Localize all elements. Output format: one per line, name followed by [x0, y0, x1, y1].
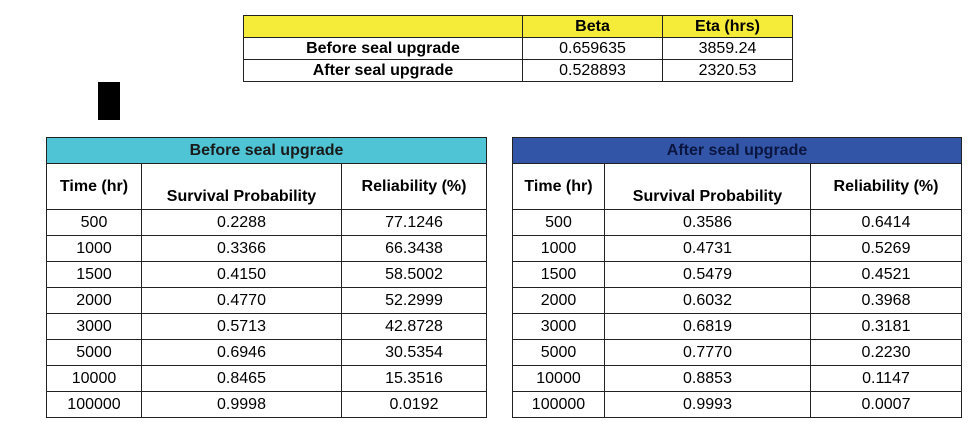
survival-probability-cell: 0.5479 — [604, 261, 811, 288]
reliability-header: Reliability (%) — [341, 163, 487, 210]
after-table-title: After seal upgrade — [511, 137, 963, 164]
reliability-cell: 52.2999 — [341, 287, 487, 314]
table-row: 2000 0.4770 52.2999 — [46, 287, 487, 314]
param-row-label: Before seal upgrade — [243, 37, 523, 60]
survival-probability-cell: 0.9993 — [604, 391, 811, 418]
reliability-cell: 66.3438 — [341, 235, 487, 262]
after-upgrade-table: After seal upgrade Time (hr) Survival Pr… — [511, 137, 963, 418]
survival-probability-cell: 0.2288 — [141, 209, 342, 236]
time-cell: 1000 — [46, 235, 142, 262]
time-cell: 1500 — [512, 261, 605, 288]
reliability-cell: 0.3181 — [809, 313, 963, 340]
table-row: 1500 0.5479 0.4521 — [512, 261, 963, 288]
param-header-row: Beta Eta (hrs) — [243, 15, 793, 38]
table-row: 2000 0.6032 0.3968 — [512, 287, 963, 314]
table-row: 1000 0.3366 66.3438 — [46, 235, 487, 262]
time-cell: 1000 — [512, 235, 605, 262]
reliability-cell: 0.1147 — [809, 365, 963, 392]
time-header: Time (hr) — [46, 163, 142, 210]
survival-probability-cell: 0.3586 — [604, 209, 811, 236]
param-row: Before seal upgrade 0.659635 3859.24 — [243, 37, 793, 60]
time-header: Time (hr) — [512, 163, 605, 210]
table-row: 10000 0.8465 15.3516 — [46, 365, 487, 392]
eta-value: 3859.24 — [662, 37, 793, 60]
survival-probability-header: Survival Probability — [604, 163, 811, 210]
reliability-cell: 0.0192 — [341, 391, 487, 418]
table-row: 3000 0.5713 42.8728 — [46, 313, 487, 340]
time-cell: 10000 — [512, 365, 605, 392]
before-table-body: 500 0.2288 77.1246 1000 0.3366 66.3438 1500 0.4… — [46, 209, 487, 418]
table-row: 100000 0.9998 0.0192 — [46, 391, 487, 418]
reliability-cell: 42.8728 — [341, 313, 487, 340]
time-cell: 100000 — [46, 391, 142, 418]
survival-probability-cell: 0.8853 — [604, 365, 811, 392]
beta-value: 0.528893 — [522, 59, 663, 82]
reliability-cell: 0.5269 — [809, 235, 963, 262]
reliability-cell: 0.0007 — [809, 391, 963, 418]
time-cell: 5000 — [512, 339, 605, 366]
survival-probability-cell: 0.4150 — [141, 261, 342, 288]
param-header-blank — [243, 15, 523, 38]
reliability-cell: 0.2230 — [809, 339, 963, 366]
table-row: 5000 0.6946 30.5354 — [46, 339, 487, 366]
time-cell: 3000 — [512, 313, 605, 340]
eta-header: Eta (hrs) — [662, 15, 793, 38]
table-row: 1000 0.4731 0.5269 — [512, 235, 963, 262]
table-row: 10000 0.8853 0.1147 — [512, 365, 963, 392]
black-marker — [98, 82, 120, 120]
survival-probability-cell: 0.5713 — [141, 313, 342, 340]
reliability-cell: 0.3968 — [809, 287, 963, 314]
beta-value: 0.659635 — [522, 37, 663, 60]
table-row: 5000 0.7770 0.2230 — [512, 339, 963, 366]
time-cell: 2000 — [46, 287, 142, 314]
table-row: 1500 0.4150 58.5002 — [46, 261, 487, 288]
reliability-cell: 0.4521 — [809, 261, 963, 288]
time-cell: 100000 — [512, 391, 605, 418]
eta-value: 2320.53 — [662, 59, 793, 82]
after-title-row: After seal upgrade — [511, 137, 963, 164]
before-upgrade-table: Before seal upgrade Time (hr) Survival P… — [46, 137, 487, 418]
table-row: 3000 0.6819 0.3181 — [512, 313, 963, 340]
survival-probability-header: Survival Probability — [141, 163, 342, 210]
survival-probability-cell: 0.7770 — [604, 339, 811, 366]
survival-probability-cell: 0.6032 — [604, 287, 811, 314]
survival-probability-cell: 0.4770 — [141, 287, 342, 314]
time-cell: 500 — [46, 209, 142, 236]
survival-probability-cell: 0.8465 — [141, 365, 342, 392]
reliability-cell: 30.5354 — [341, 339, 487, 366]
time-cell: 3000 — [46, 313, 142, 340]
time-cell: 10000 — [46, 365, 142, 392]
after-table-body: 500 0.3586 0.6414 1000 0.4731 0.5269 1500 0.547… — [512, 209, 963, 418]
survival-probability-cell: 0.3366 — [141, 235, 342, 262]
time-cell: 5000 — [46, 339, 142, 366]
table-row: 500 0.2288 77.1246 — [46, 209, 487, 236]
survival-probability-cell: 0.6819 — [604, 313, 811, 340]
reliability-cell: 77.1246 — [341, 209, 487, 236]
survival-probability-cell: 0.9998 — [141, 391, 342, 418]
param-row-label: After seal upgrade — [243, 59, 523, 82]
param-row: After seal upgrade 0.528893 2320.53 — [243, 59, 793, 82]
after-column-headers: Time (hr) Survival Probability Reliabili… — [512, 163, 963, 210]
time-cell: 1500 — [46, 261, 142, 288]
survival-probability-cell: 0.4731 — [604, 235, 811, 262]
before-column-headers: Time (hr) Survival Probability Reliabili… — [46, 163, 487, 210]
before-title-row: Before seal upgrade — [46, 137, 487, 164]
reliability-header: Reliability (%) — [809, 163, 963, 210]
table-row: 100000 0.9993 0.0007 — [512, 391, 963, 418]
weibull-parameter-table: Beta Eta (hrs) Before seal upgrade 0.659… — [243, 15, 793, 82]
reliability-cell: 15.3516 — [341, 365, 487, 392]
reliability-cell: 58.5002 — [341, 261, 487, 288]
survival-probability-cell: 0.6946 — [141, 339, 342, 366]
table-row: 500 0.3586 0.6414 — [512, 209, 963, 236]
before-table-title: Before seal upgrade — [46, 137, 487, 164]
time-cell: 500 — [512, 209, 605, 236]
reliability-cell: 0.6414 — [809, 209, 963, 236]
time-cell: 2000 — [512, 287, 605, 314]
beta-header: Beta — [522, 15, 663, 38]
